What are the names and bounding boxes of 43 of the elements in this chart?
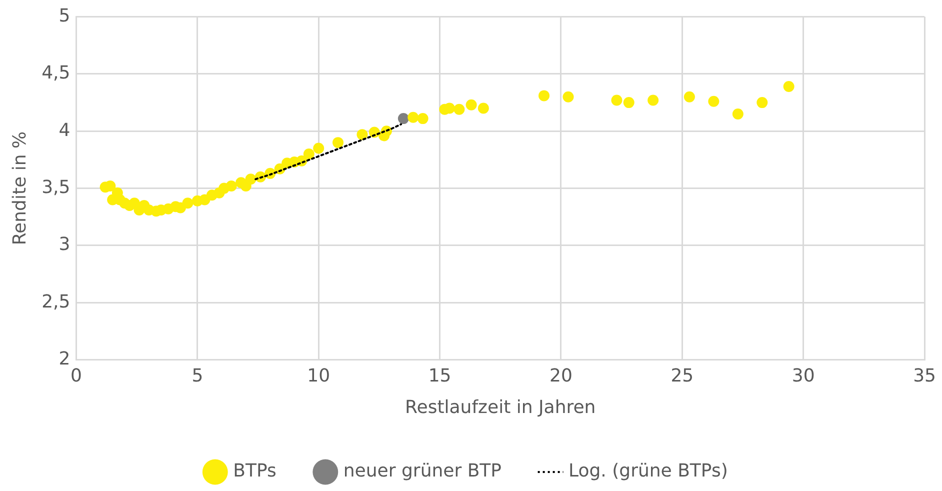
y-tick-label: 4: [58, 120, 70, 141]
point: [708, 96, 720, 107]
point: [356, 129, 368, 140]
y-axis-title: Rendite in %: [9, 131, 30, 246]
x-tick-label: 10: [307, 365, 330, 386]
x-tick-label: 5: [192, 365, 204, 386]
point: [562, 91, 574, 102]
point: [783, 81, 794, 92]
y-tick-label: 4,5: [42, 62, 70, 84]
point: [226, 180, 237, 192]
point: [611, 94, 622, 106]
point: [466, 99, 477, 110]
legend-label: Log. (grüne BTPs): [568, 460, 728, 482]
point: [398, 113, 409, 124]
point: [478, 102, 489, 114]
x-tick-label: 35: [913, 365, 936, 386]
y-tick-label: 2: [58, 348, 70, 370]
y-tick-label: 5: [58, 5, 70, 26]
point: [732, 108, 744, 120]
point: [332, 137, 344, 148]
point: [684, 91, 695, 102]
y-tick-label: 2,5: [42, 291, 70, 312]
x-tick-label: 20: [550, 365, 572, 386]
legend-label: neuer grüner BTP: [343, 460, 502, 482]
point: [454, 104, 465, 115]
x-tick-label: 15: [428, 365, 452, 386]
point: [245, 174, 256, 185]
point: [303, 148, 314, 160]
point: [313, 142, 324, 154]
y-tick-label: 3: [58, 234, 70, 256]
legend-label: BTPs: [233, 460, 276, 482]
x-axis-title: Restlaufzeit in Jahren: [405, 396, 596, 418]
point: [623, 97, 634, 108]
point: [417, 113, 428, 124]
point: [648, 94, 659, 106]
point: [538, 90, 550, 102]
y-tick-label: 3,5: [42, 176, 70, 198]
x-tick-label: 30: [792, 365, 815, 386]
point: [408, 112, 419, 123]
point: [182, 198, 194, 209]
point: [756, 97, 768, 108]
x-tick-label: 25: [670, 365, 694, 386]
x-tick-label: 0: [70, 365, 82, 386]
